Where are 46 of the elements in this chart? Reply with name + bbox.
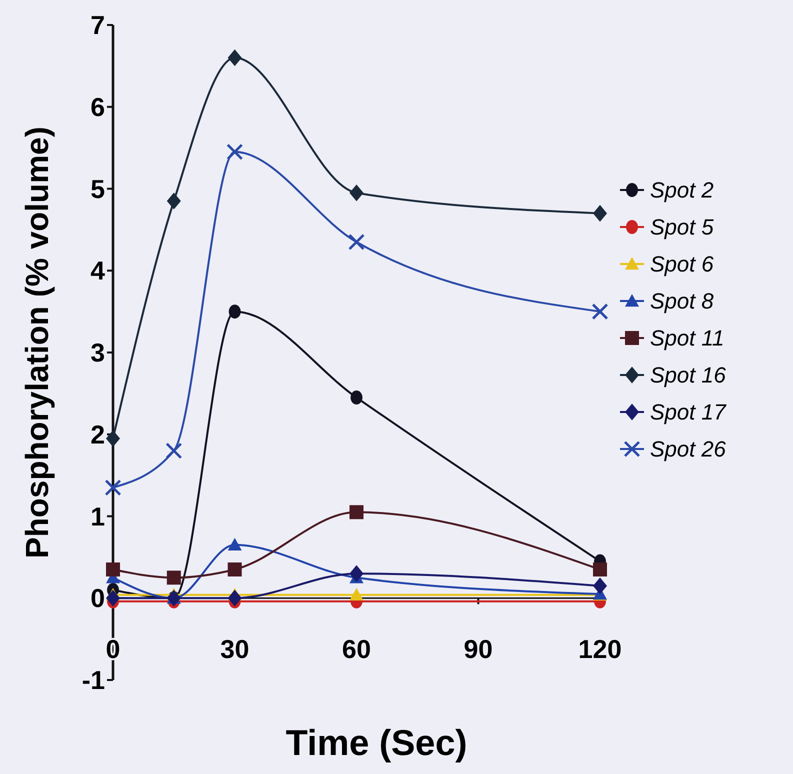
point [106,562,120,576]
point [350,565,364,582]
y-tick-label: 5 [90,174,105,204]
point [228,590,242,607]
point [104,479,122,496]
x-tick-label: 120 [578,634,622,664]
point [350,390,362,405]
y-tick-label: 6 [90,92,105,122]
y-axis-title: Phosphorylation (% volume) [19,126,55,559]
x-axis-title: Time (Sec) [286,722,468,763]
point [592,303,608,320]
y-tick-label: -1 [82,665,105,696]
legend-label: Spot 6 [650,252,714,277]
point [106,590,120,607]
point [228,562,242,576]
point [166,570,181,585]
point [166,442,182,459]
y-tick-label: 7 [90,10,105,40]
x-tick-label: 90 [464,634,493,664]
point [350,184,364,202]
y-tick-label: 0 [90,583,105,614]
point [228,538,242,551]
y-tick-label: 3 [90,338,105,368]
point [350,505,364,520]
point [350,588,364,600]
legend-label: Spot 5 [650,214,714,240]
point [226,144,243,160]
legend-label: Spot 16 [650,362,727,388]
x-tick-label: 30 [220,634,250,664]
point [228,49,242,66]
legend-label: Spot 11 [650,326,724,351]
legend-label: Spot 2 [650,178,714,203]
legend-label: Spot 17 [650,400,727,425]
legend-label: Spot 26 [650,436,727,462]
point [166,192,181,210]
point [106,430,120,447]
point [593,562,607,576]
x-tick-label: 60 [342,634,371,664]
point [348,234,365,250]
point [593,577,607,594]
point [228,304,241,319]
y-tick-label: 2 [90,419,105,450]
legend-label: Spot 8 [650,288,714,314]
y-tick-label: 4 [90,256,106,286]
y-tick-label: 1 [90,501,105,532]
point [593,204,607,222]
